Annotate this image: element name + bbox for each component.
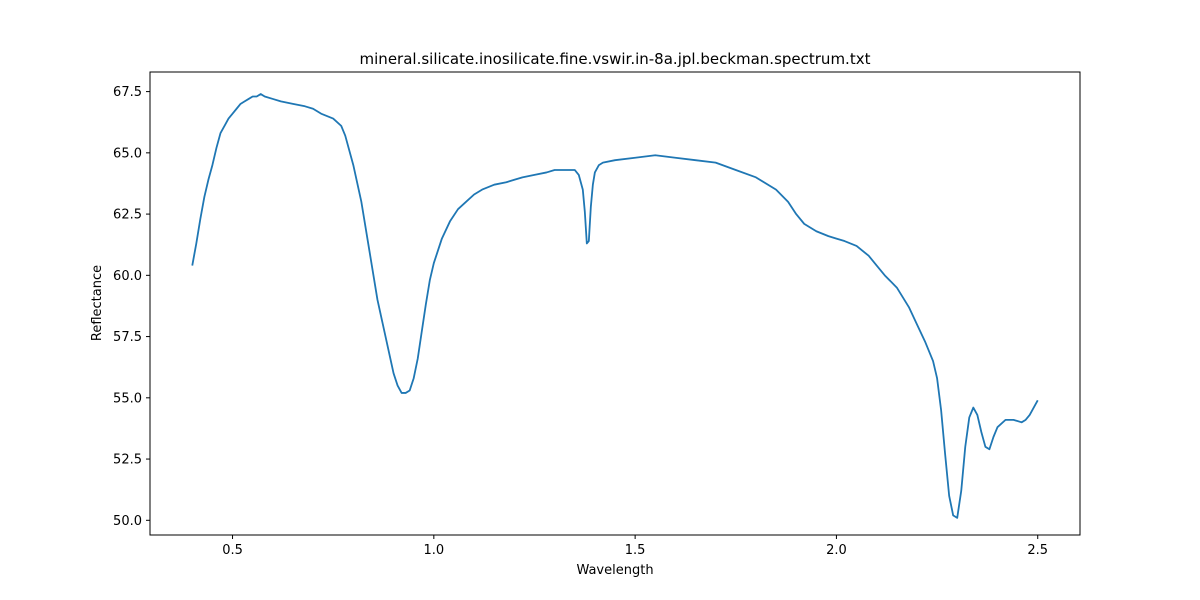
y-tick-label: 57.5 [113, 330, 142, 345]
x-tick-label: 2.5 [1027, 543, 1048, 558]
plot-area [191, 93, 1039, 519]
axes-frame [149, 71, 1081, 536]
y-axis: 50.0 52.5 55.0 57.5 60.0 62.5 65.0 67.5 [113, 85, 150, 529]
x-axis-label: Wavelength [576, 563, 653, 578]
series-line-spectrum [191, 93, 1039, 519]
y-tick-label: 50.0 [113, 514, 142, 529]
x-tick-label: 0.5 [222, 543, 243, 558]
y-tick-label: 65.0 [113, 146, 142, 161]
y-tick-label: 55.0 [113, 391, 142, 406]
x-tick-label: 1.0 [423, 543, 444, 558]
x-tick-label: 1.5 [625, 543, 646, 558]
y-tick-label: 52.5 [113, 453, 142, 468]
y-tick-label: 67.5 [113, 85, 142, 100]
chart-title: mineral.silicate.inosilicate.fine.vswir.… [360, 50, 871, 68]
y-tick-label: 60.0 [113, 269, 142, 284]
y-tick-label: 62.5 [113, 208, 142, 223]
x-axis: 0.5 1.0 1.5 2.0 2.5 [222, 535, 1048, 558]
x-tick-label: 2.0 [826, 543, 847, 558]
y-axis-label: Reflectance [90, 265, 105, 341]
